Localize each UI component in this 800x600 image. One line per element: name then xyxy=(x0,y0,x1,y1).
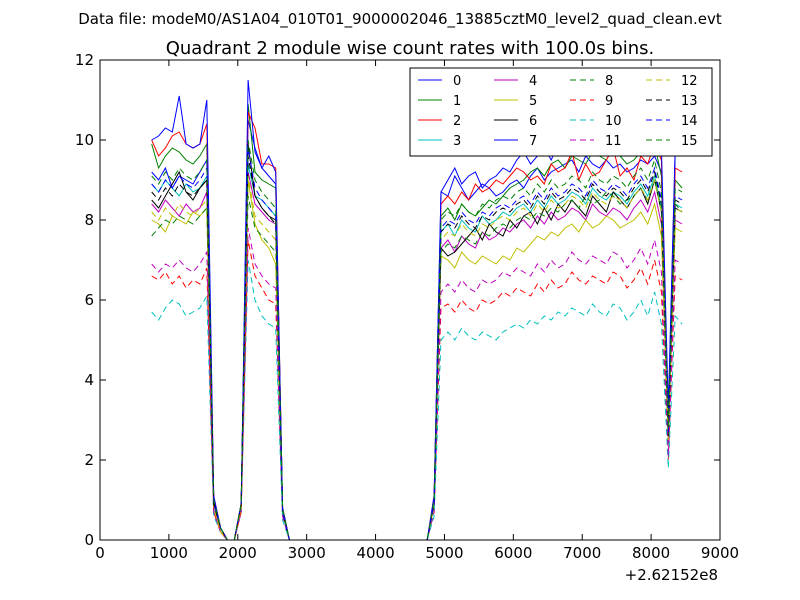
series-line-10 xyxy=(151,259,683,541)
legend-label-3: 3 xyxy=(453,134,461,149)
legend-label-7: 7 xyxy=(529,134,537,149)
legend-label-13: 13 xyxy=(681,94,698,109)
y-tick-label: 6 xyxy=(84,291,94,309)
legend-label-5: 5 xyxy=(529,94,537,109)
x-tick-label: 6000 xyxy=(494,544,532,562)
series-line-12 xyxy=(151,175,683,541)
legend-label-6: 6 xyxy=(529,114,537,129)
y-tick-label: 8 xyxy=(84,211,94,229)
legend-label-4: 4 xyxy=(529,74,537,89)
x-tick-label: 0 xyxy=(95,544,105,562)
x-tick-label: 2000 xyxy=(219,544,257,562)
x-tick-label: 9000 xyxy=(701,544,739,562)
series-line-8 xyxy=(151,178,683,541)
legend-label-15: 15 xyxy=(681,134,698,149)
series-line-5 xyxy=(151,179,683,541)
y-tick-label: 0 xyxy=(84,531,94,549)
chart-title: Quadrant 2 module wise count rates with … xyxy=(166,38,655,59)
file-title: Data file: modeM0/AS1A04_010T01_90000020… xyxy=(78,10,722,29)
series-line-0 xyxy=(151,119,683,541)
legend-label-14: 14 xyxy=(681,114,698,129)
series-line-15 xyxy=(151,139,683,541)
series-line-2 xyxy=(151,111,683,541)
legend-label-0: 0 xyxy=(453,74,461,89)
y-tick-label: 12 xyxy=(75,51,94,69)
legend-label-11: 11 xyxy=(605,134,622,149)
series-line-14 xyxy=(151,147,683,541)
series-line-4 xyxy=(151,171,683,541)
y-tick-label: 2 xyxy=(84,451,94,469)
series-line-6 xyxy=(151,143,683,541)
legend-label-2: 2 xyxy=(453,114,461,129)
legend-box xyxy=(409,67,713,157)
legend-label-1: 1 xyxy=(453,94,461,109)
series-line-1 xyxy=(151,103,683,541)
series-line-11 xyxy=(151,227,683,541)
y-tick-label: 4 xyxy=(84,371,94,389)
axes-ticks: 0 1000 2000 3000 4000 5000 6000 7000 8000 9000 0 2 4… xyxy=(75,51,739,562)
x-tick-label: 8000 xyxy=(632,544,670,562)
legend-label-8: 8 xyxy=(605,74,613,89)
y-tick-label: 10 xyxy=(75,131,94,149)
x-offset-label: +2.62152e8 xyxy=(625,566,718,584)
series-line-9 xyxy=(151,239,683,541)
x-tick-label: 5000 xyxy=(425,544,463,562)
x-tick-label: 7000 xyxy=(563,544,601,562)
legend-label-9: 9 xyxy=(605,94,613,109)
x-tick-label: 4000 xyxy=(356,544,394,562)
x-tick-label: 3000 xyxy=(288,544,326,562)
legend-label-12: 12 xyxy=(681,74,698,89)
x-tick-label: 1000 xyxy=(150,544,188,562)
legend-label-10: 10 xyxy=(605,114,622,129)
